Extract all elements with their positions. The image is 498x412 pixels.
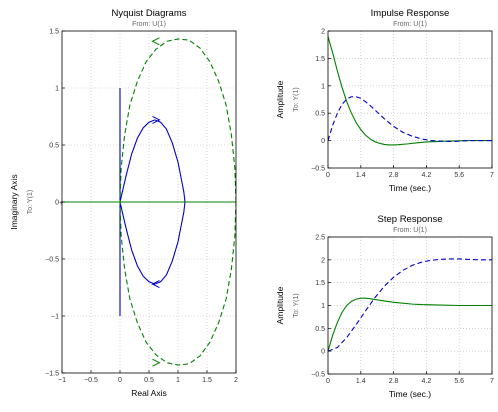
step-ytick-label: 2.5	[315, 235, 325, 242]
step-ytick-label: 0.5	[315, 326, 325, 333]
impulse-ytick-label: −0.5	[311, 166, 325, 173]
impulse-ytick-label: 0	[321, 138, 325, 145]
step-ytick-label: 2	[321, 257, 325, 264]
nyquist-ytick-label: −0.5	[45, 257, 59, 264]
impulse-frame	[327, 30, 493, 169]
nyquist-ytick-label: 1.5	[49, 29, 59, 36]
impulse-xtick-label: 0	[326, 172, 330, 179]
nyquist-ylabel: Imaginary Axis	[9, 174, 19, 229]
step-xtick-label: 2.8	[389, 378, 399, 385]
step-xtick-label: 7	[490, 378, 494, 385]
impulse-xtick-label: 2.8	[389, 172, 399, 179]
step-ytick-label: 0	[321, 349, 325, 356]
step-ytick-label: 1	[321, 303, 325, 310]
nyquist-title: Nyquist Diagrams	[112, 8, 187, 19]
impulse-xlabel: Time (sec.)	[389, 183, 431, 193]
impulse-ytick-label: 0.5	[315, 111, 325, 118]
nyquist-ytick-label: −1.5	[45, 371, 59, 378]
nyquist-xtick-label: −0.5	[84, 377, 98, 384]
impulse-xtick-label: 7	[490, 172, 494, 179]
nyquist-direction-arrow	[151, 280, 160, 289]
step-output-label: To: Y(1)	[293, 293, 300, 317]
nyquist-critical-point: +	[59, 200, 63, 207]
impulse-subtitle: From: U(1)	[393, 21, 427, 28]
nyquist-ytick-label: −1	[51, 314, 59, 321]
impulse-xtick-label: 5.6	[454, 172, 464, 179]
impulse-ytick-label: 2	[321, 29, 325, 36]
impulse-series-0	[328, 36, 492, 146]
impulse-ylabel: Amplitude	[275, 80, 285, 118]
step-title: Step Response	[378, 214, 443, 225]
step-ytick-label: −0.5	[311, 372, 325, 379]
impulse-series-1	[328, 96, 492, 142]
nyquist-direction-arrow	[152, 115, 161, 124]
step-series-group	[328, 258, 492, 352]
nyquist-xlabel: Real Axis	[131, 388, 166, 398]
nyquist-xtick-label: 1	[176, 377, 180, 384]
nyquist-direction-arrow	[152, 358, 161, 367]
step-xtick-label: 1.4	[356, 378, 366, 385]
impulse-xtick-label: 4.2	[422, 172, 432, 179]
step-xtick-label: 0	[326, 378, 330, 385]
nyquist-direction-arrow	[151, 37, 160, 46]
impulse-ytick-label: 1	[321, 83, 325, 90]
impulse-output-label: To: Y(1)	[293, 87, 300, 111]
impulse-series-group	[328, 36, 492, 146]
step-series-0	[328, 297, 492, 352]
nyquist-xtick-label: 0.5	[144, 377, 154, 384]
nyquist-chart: +−1 −0.5 0 0.5 1 1.5 2−1.5−1−0.500.511.5Nyquis…	[9, 8, 238, 398]
nyquist-xtick-label: 1.5	[202, 377, 212, 384]
nyquist-ytick-label: 1	[55, 86, 59, 93]
step-ytick-label: 1.5	[315, 280, 325, 287]
nyquist-xtick-label: 0	[118, 377, 122, 384]
nyquist-ytick-label: 0	[55, 200, 59, 207]
step-xlabel: Time (sec.)	[389, 389, 431, 399]
nyquist-xtick-label: 2	[234, 377, 238, 384]
impulse-ytick-label: 1.5	[315, 56, 325, 63]
nyquist-xtick-label: −1	[58, 377, 66, 384]
nyquist-series-group	[62, 38, 236, 366]
nyquist-subtitle: From: U(1)	[132, 21, 166, 28]
nyquist-output-label: To: Y(1)	[27, 190, 34, 214]
nyquist-ytick-label: 0.5	[49, 143, 59, 150]
step-xtick-label: 4.2	[422, 378, 432, 385]
step-xtick-label: 5.6	[454, 378, 464, 385]
step-ylabel: Amplitude	[275, 286, 285, 324]
impulse-title: Impulse Response	[371, 8, 450, 19]
step-series-1	[328, 258, 492, 352]
step-subtitle: From: U(1)	[393, 227, 427, 234]
impulse-xtick-label: 1.4	[356, 172, 366, 179]
